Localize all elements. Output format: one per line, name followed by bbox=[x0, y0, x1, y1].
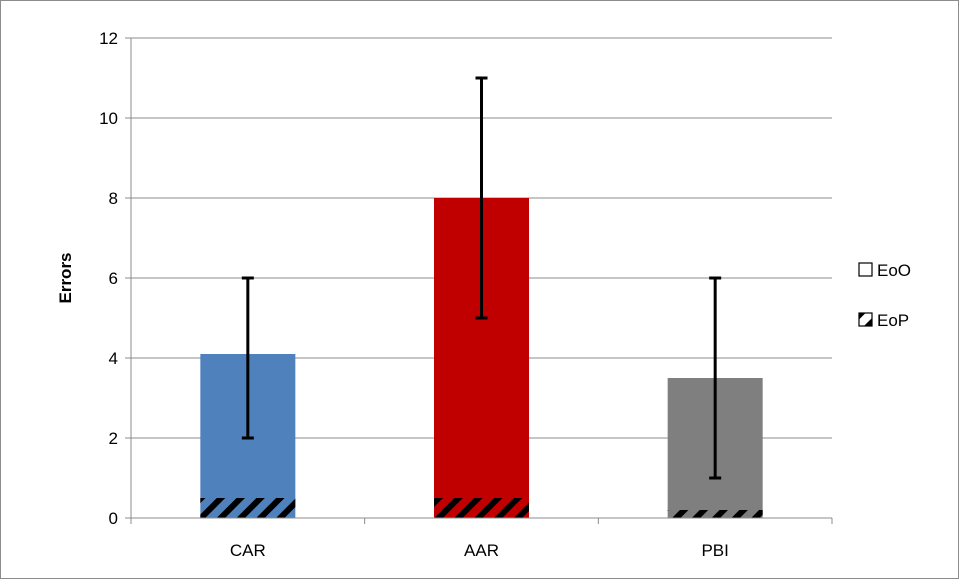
x-tick-label: AAR bbox=[464, 541, 499, 560]
y-tick-label: 2 bbox=[109, 429, 118, 448]
y-tick-label: 4 bbox=[109, 349, 118, 368]
legend: EoO EoP bbox=[858, 261, 911, 330]
y-tick-label: 10 bbox=[99, 109, 118, 128]
legend-swatch-eop bbox=[858, 312, 873, 327]
y-tick-label: 6 bbox=[109, 269, 118, 288]
axes bbox=[125, 37, 833, 524]
legend-label-eoo: EoO bbox=[877, 261, 911, 280]
x-tick-label: PBI bbox=[701, 541, 728, 560]
hatch-car bbox=[200, 498, 296, 518]
hatch-pbi bbox=[667, 510, 763, 518]
y-tick-label: 0 bbox=[109, 509, 118, 528]
legend-swatch-eoo bbox=[858, 262, 873, 277]
y-tick-label: 12 bbox=[99, 29, 118, 48]
x-tick-labels: CAR AAR PBI bbox=[230, 541, 729, 560]
y-tick-labels: 0 2 4 6 8 10 12 bbox=[99, 29, 118, 528]
y-axis-title: Errors bbox=[56, 252, 75, 303]
y-tick-label: 8 bbox=[109, 189, 118, 208]
hatch-aar bbox=[434, 498, 529, 518]
x-tick-label: CAR bbox=[230, 541, 266, 560]
error-bars bbox=[241, 76, 722, 480]
legend-label-eop: EoP bbox=[877, 311, 909, 330]
